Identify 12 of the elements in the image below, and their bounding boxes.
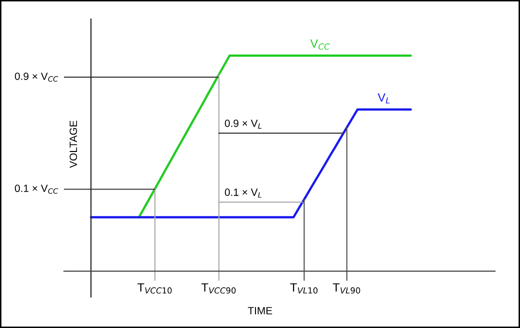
ref-line-label: 0.1 × V$_{CC}$	[14, 184, 58, 194]
series-label: V$_{L}$	[378, 93, 390, 104]
ref-line-label: 0.9 × V$_{L}$	[224, 120, 262, 129]
x-tick-label: T$_{VL10}$	[290, 283, 318, 294]
x-tick-label: T$_{VL90}$	[332, 283, 360, 294]
x-tick-label: T$_{VCC90}$	[201, 283, 236, 294]
ref-line-label: 0.9 × V$_{CC}$	[14, 72, 58, 82]
x-tick-label: T$_{VCC10}$	[137, 283, 172, 294]
ref-line-label: 0.1 × V$_{L}$	[224, 188, 262, 198]
x-axis-title: TIME	[248, 307, 272, 314]
series-label: V$_{CC}$	[310, 39, 330, 50]
y-axis-title: VOLTAGE	[70, 120, 78, 168]
